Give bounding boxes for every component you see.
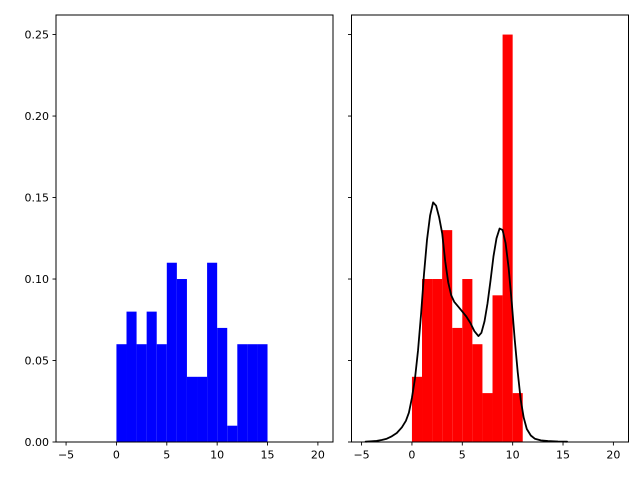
- right-bar-7: [482, 393, 493, 442]
- right-x-tick-label: 20: [606, 449, 620, 462]
- left-axis-ticks: −5 0 5 10 15 20 0.00 0.05 0.10 0.15 0.20 0.25: [25, 28, 325, 461]
- right-bar-4: [452, 327, 463, 442]
- left-y-tick-label: 0.05: [25, 354, 50, 367]
- right-x-tick-label: 15: [556, 449, 570, 462]
- right-x-tick-label: 0: [408, 449, 415, 462]
- right-bar-9: [502, 34, 513, 443]
- left-x-tick-label: 5: [163, 449, 170, 462]
- left-bar-11: [227, 425, 238, 442]
- left-bar-5: [166, 262, 177, 442]
- right-axes-border: [351, 14, 629, 443]
- right-bar-6: [472, 344, 483, 442]
- left-bar-4: [156, 344, 167, 442]
- left-bar-13: [247, 344, 258, 442]
- left-bar-3: [146, 311, 157, 442]
- left-bar-0: [116, 344, 127, 442]
- left-x-tick-label: −5: [58, 449, 74, 462]
- left-y-tick-label: 0.25: [25, 28, 50, 41]
- left-histogram-bars: [116, 262, 268, 442]
- right-bar-2: [432, 279, 443, 442]
- left-bar-2: [136, 344, 147, 442]
- right-x-tick-label: 5: [459, 449, 466, 462]
- left-bar-14: [257, 344, 268, 442]
- left-bar-10: [217, 327, 228, 442]
- right-bar-3: [442, 230, 453, 442]
- kde-curve: [364, 201, 568, 443]
- left-bar-1: [126, 311, 137, 442]
- left-bar-12: [237, 344, 248, 442]
- right-x-tick-label: −5: [353, 449, 369, 462]
- left-axes-border: [55, 14, 334, 443]
- left-y-tick-label: 0.20: [25, 110, 50, 123]
- right-axis-ticks: −5 0 5 10 15 20: [348, 34, 620, 462]
- left-y-tick-label: 0.15: [25, 191, 50, 204]
- left-bar-8: [197, 376, 208, 442]
- right-subplot: −5 0 5 10 15 20: [348, 14, 629, 462]
- right-bar-8: [492, 295, 503, 442]
- left-bar-9: [207, 262, 218, 442]
- right-x-tick-label: 10: [506, 449, 520, 462]
- right-bar-1: [422, 279, 433, 442]
- left-x-tick-label: 20: [311, 449, 325, 462]
- left-bar-7: [186, 376, 198, 442]
- right-bar-10: [512, 393, 523, 442]
- left-y-tick-label: 0.00: [25, 436, 50, 449]
- right-histogram-bars: [411, 34, 523, 443]
- left-y-tick-label: 0.10: [25, 273, 50, 286]
- left-x-tick-label: 10: [210, 449, 224, 462]
- left-subplot: −5 0 5 10 15 20 0.00 0.05 0.10 0.15 0.20 0.25: [25, 14, 334, 462]
- right-bar-5: [462, 279, 473, 442]
- left-x-tick-label: 0: [113, 449, 120, 462]
- left-x-tick-label: 15: [261, 449, 275, 462]
- right-bar-0: [411, 376, 423, 442]
- left-bar-6: [176, 279, 187, 442]
